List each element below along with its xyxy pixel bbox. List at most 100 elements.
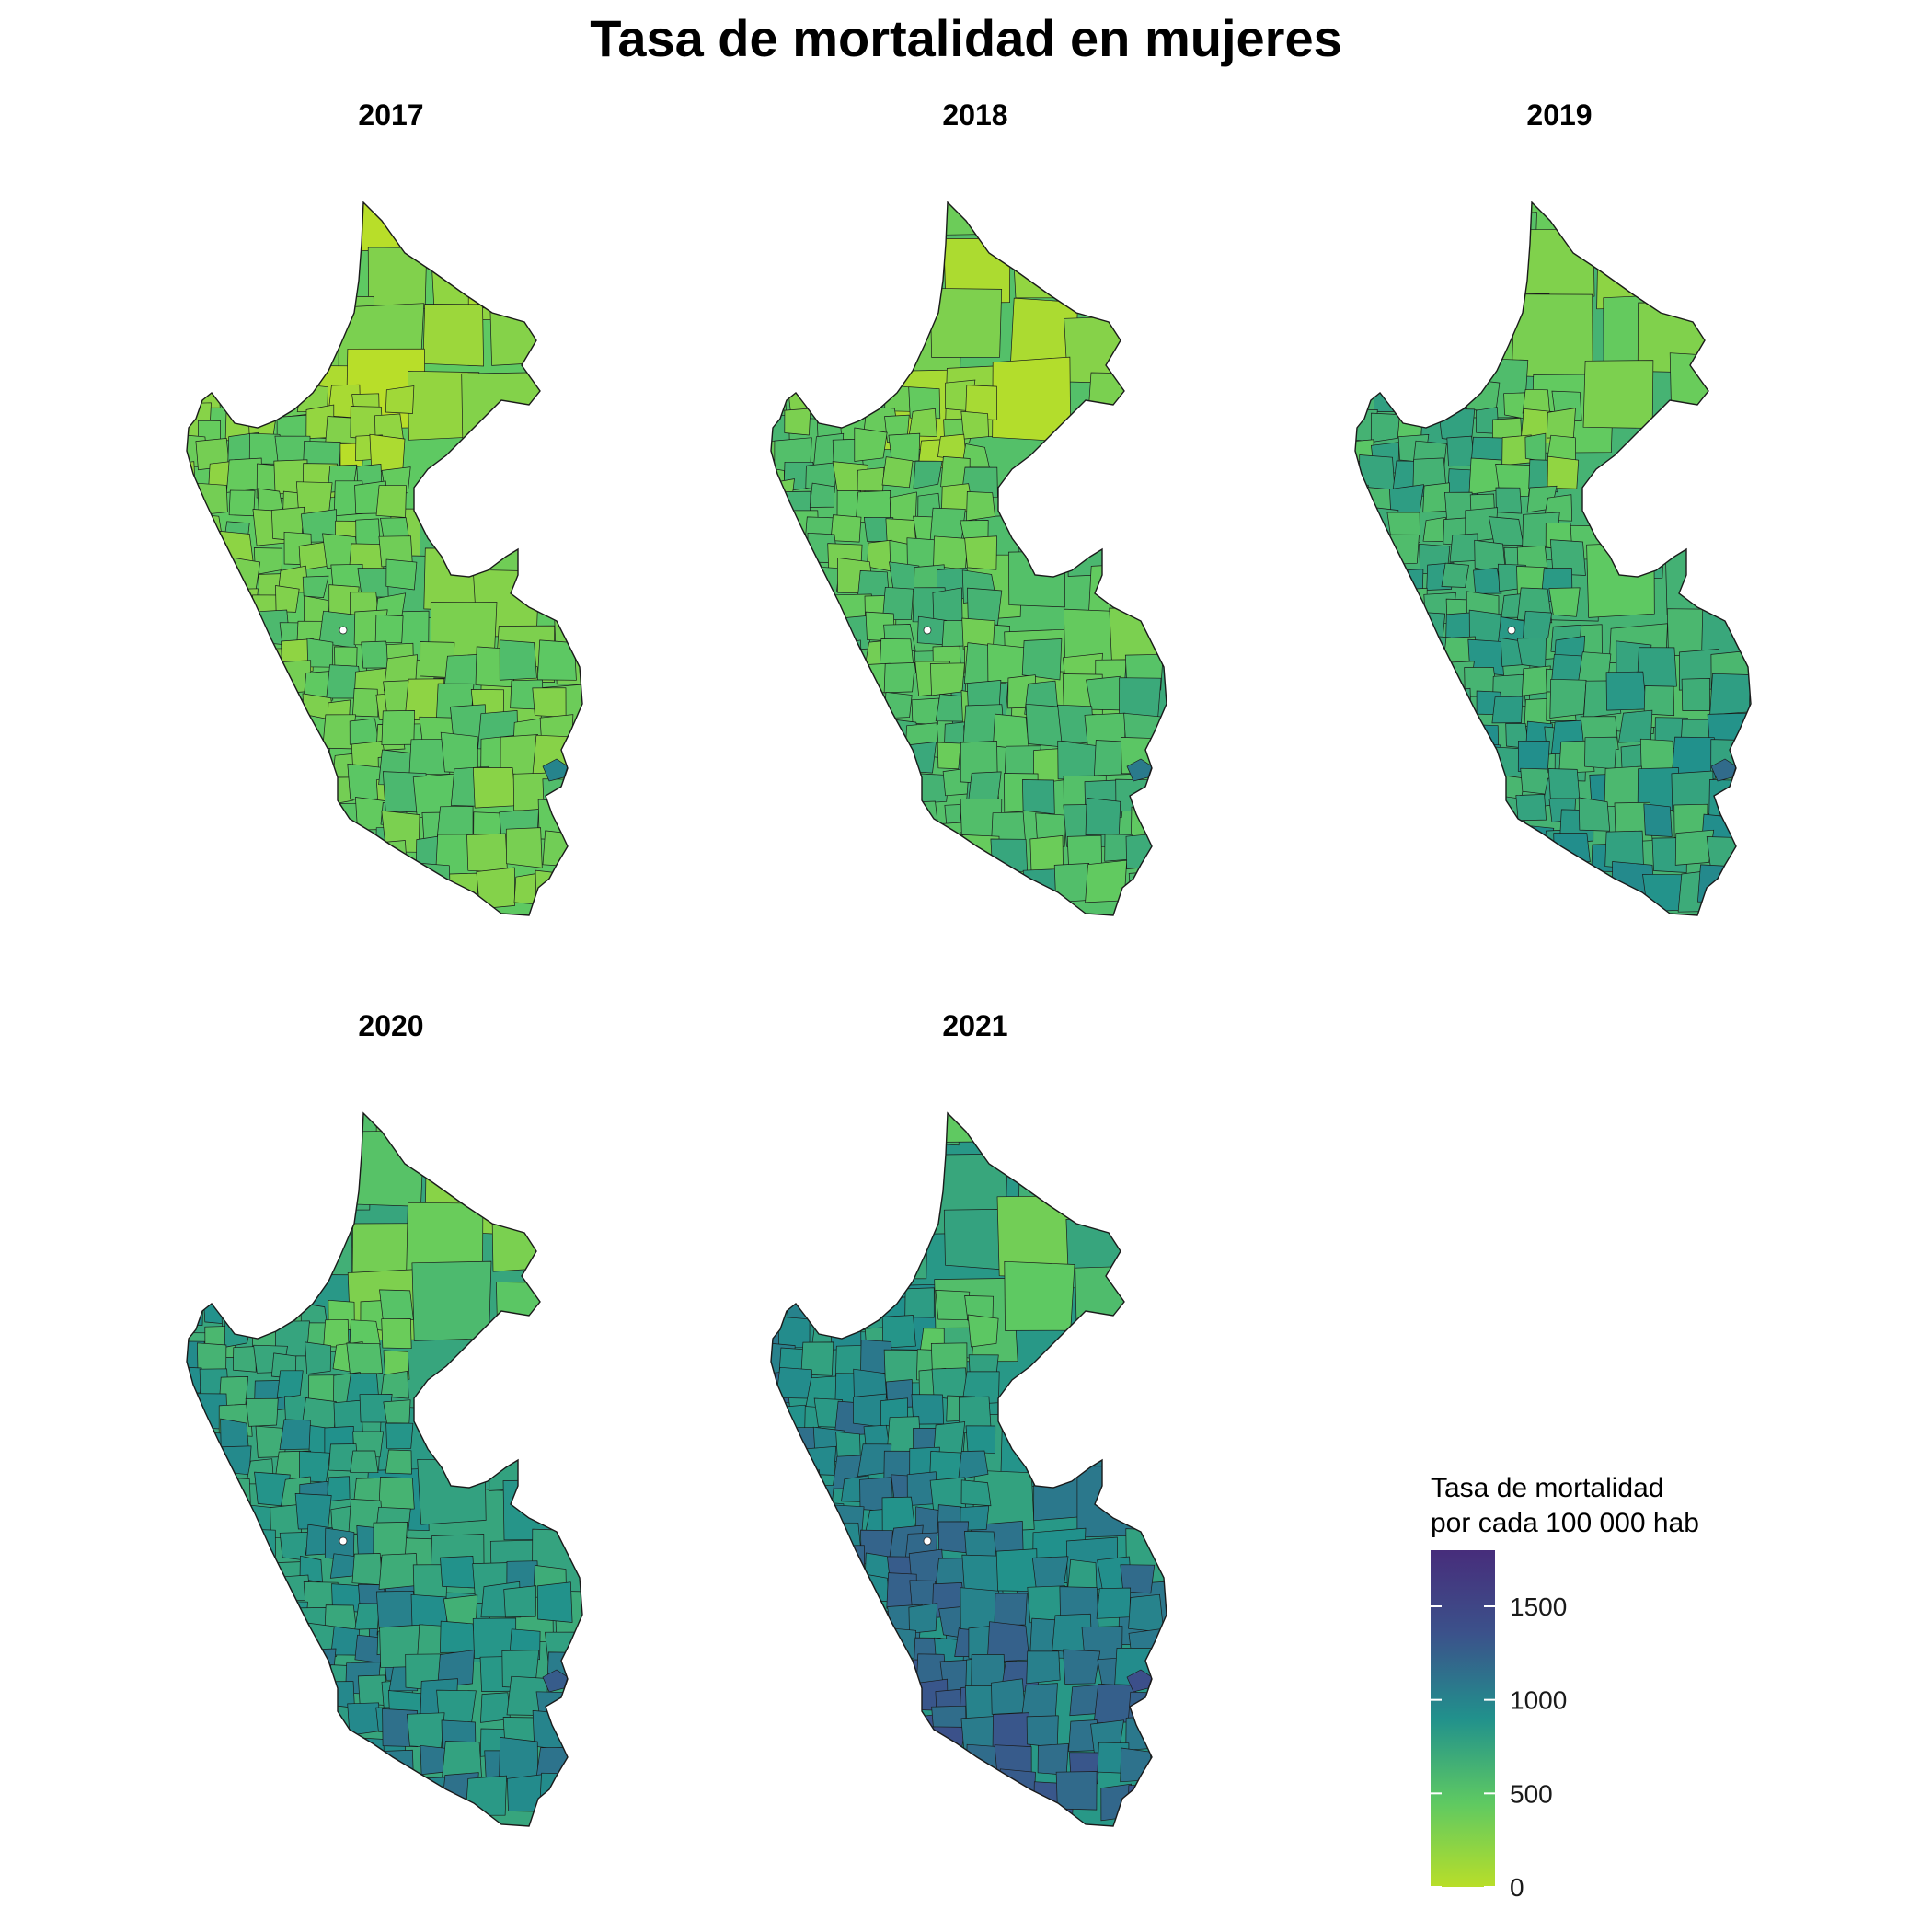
- district-region: [197, 815, 232, 852]
- district-region: [782, 1632, 810, 1662]
- district-region: [771, 384, 787, 411]
- district-region: [187, 1544, 201, 1580]
- district-region: [810, 644, 840, 674]
- district-region: [195, 663, 231, 699]
- panel-title-2017: 2017: [358, 98, 424, 132]
- district-region: [233, 1346, 257, 1373]
- district-region: [227, 742, 256, 768]
- map-panel-2019: 2019: [1265, 97, 1854, 980]
- district-region: [782, 1528, 808, 1555]
- district-region: [1132, 512, 1167, 568]
- district-region: [786, 822, 815, 857]
- district-region: [1655, 235, 1735, 319]
- district-region: [245, 1554, 276, 1584]
- district-region: [1443, 798, 1471, 825]
- district-region: [1393, 660, 1430, 697]
- district-region: [904, 1287, 935, 1318]
- district-region: [379, 872, 412, 906]
- district-region: [1367, 563, 1401, 598]
- district-region: [968, 771, 1002, 803]
- district-region: [1700, 550, 1751, 623]
- district-region: [860, 798, 898, 835]
- district-region: [771, 1603, 790, 1635]
- district-region: [1578, 797, 1611, 832]
- district-region: [1355, 690, 1375, 719]
- figure-title: Tasa de mortalidad en mujeres: [590, 9, 1342, 67]
- district-region: [1473, 568, 1502, 594]
- district-region: [771, 745, 794, 776]
- district-region: [784, 714, 821, 753]
- district-region: [276, 746, 310, 779]
- district-region: [296, 819, 328, 854]
- district-region: [1355, 774, 1377, 805]
- district-region: [802, 1727, 836, 1763]
- district-region: [787, 1555, 819, 1588]
- district-region: [417, 1458, 487, 1525]
- lima-enclave: [339, 1536, 348, 1546]
- district-region: [1553, 833, 1591, 863]
- district-region: [1423, 821, 1455, 851]
- district-region: [771, 670, 792, 704]
- legend-title-line2: por cada 100 000 hab: [1431, 1508, 1699, 1538]
- district-region: [383, 1399, 411, 1424]
- district-region: [1422, 690, 1454, 723]
- district-region: [407, 1712, 445, 1749]
- district-region: [840, 719, 868, 748]
- district-region: [376, 840, 408, 872]
- district-region: [248, 722, 275, 749]
- district-region: [249, 1605, 279, 1634]
- district-region: [1096, 1587, 1132, 1619]
- district-region: [1671, 736, 1716, 780]
- district-region: [1055, 1771, 1098, 1811]
- panel-title-2020: 2020: [358, 1009, 424, 1042]
- lima-enclave: [923, 626, 932, 635]
- district-region: [187, 1530, 200, 1565]
- district-region: [259, 1584, 287, 1615]
- district-region: [1548, 587, 1581, 617]
- district-region: [1393, 569, 1424, 605]
- district-region: [929, 288, 1003, 358]
- district-region: [277, 1731, 313, 1767]
- district-region: [1363, 639, 1392, 664]
- district-region: [1674, 829, 1715, 866]
- district-region: [1369, 720, 1408, 754]
- district-region: [1085, 859, 1128, 903]
- district-region: [771, 702, 784, 726]
- district-region: [780, 696, 811, 730]
- district-region: [1355, 794, 1366, 822]
- district-region: [246, 672, 281, 707]
- district-region: [539, 1772, 577, 1811]
- district-region: [385, 1422, 414, 1449]
- district-region: [1422, 379, 1453, 407]
- district-region: [226, 1686, 257, 1715]
- district-region: [1054, 1113, 1133, 1155]
- district-region: [1370, 412, 1401, 443]
- district-region: [228, 668, 259, 699]
- district-region: [811, 1659, 839, 1688]
- district-region: [883, 1349, 922, 1384]
- district-region: [991, 1678, 1026, 1715]
- map-regions-2019: [1355, 202, 1751, 915]
- district-region: [1681, 678, 1710, 711]
- district-region: [199, 625, 224, 647]
- district-region: [1031, 1556, 1069, 1591]
- district-region: [220, 1600, 254, 1635]
- district-region: [352, 688, 379, 718]
- district-region: [187, 1633, 205, 1663]
- district-region: [1120, 1564, 1156, 1594]
- district-region: [1004, 1260, 1075, 1331]
- district-region: [1135, 559, 1167, 615]
- district-region: [1355, 383, 1371, 413]
- district-region: [995, 1548, 1038, 1593]
- district-region: [506, 1774, 544, 1812]
- district-region: [964, 535, 997, 570]
- district-region: [198, 1628, 224, 1654]
- district-region: [466, 833, 508, 873]
- district-region: [300, 1731, 328, 1758]
- district-region: [187, 1664, 201, 1691]
- district-region: [784, 1732, 821, 1767]
- district-region: [411, 1260, 492, 1341]
- district-region: [787, 588, 817, 622]
- district-region: [532, 687, 567, 718]
- district-region: [992, 356, 1072, 443]
